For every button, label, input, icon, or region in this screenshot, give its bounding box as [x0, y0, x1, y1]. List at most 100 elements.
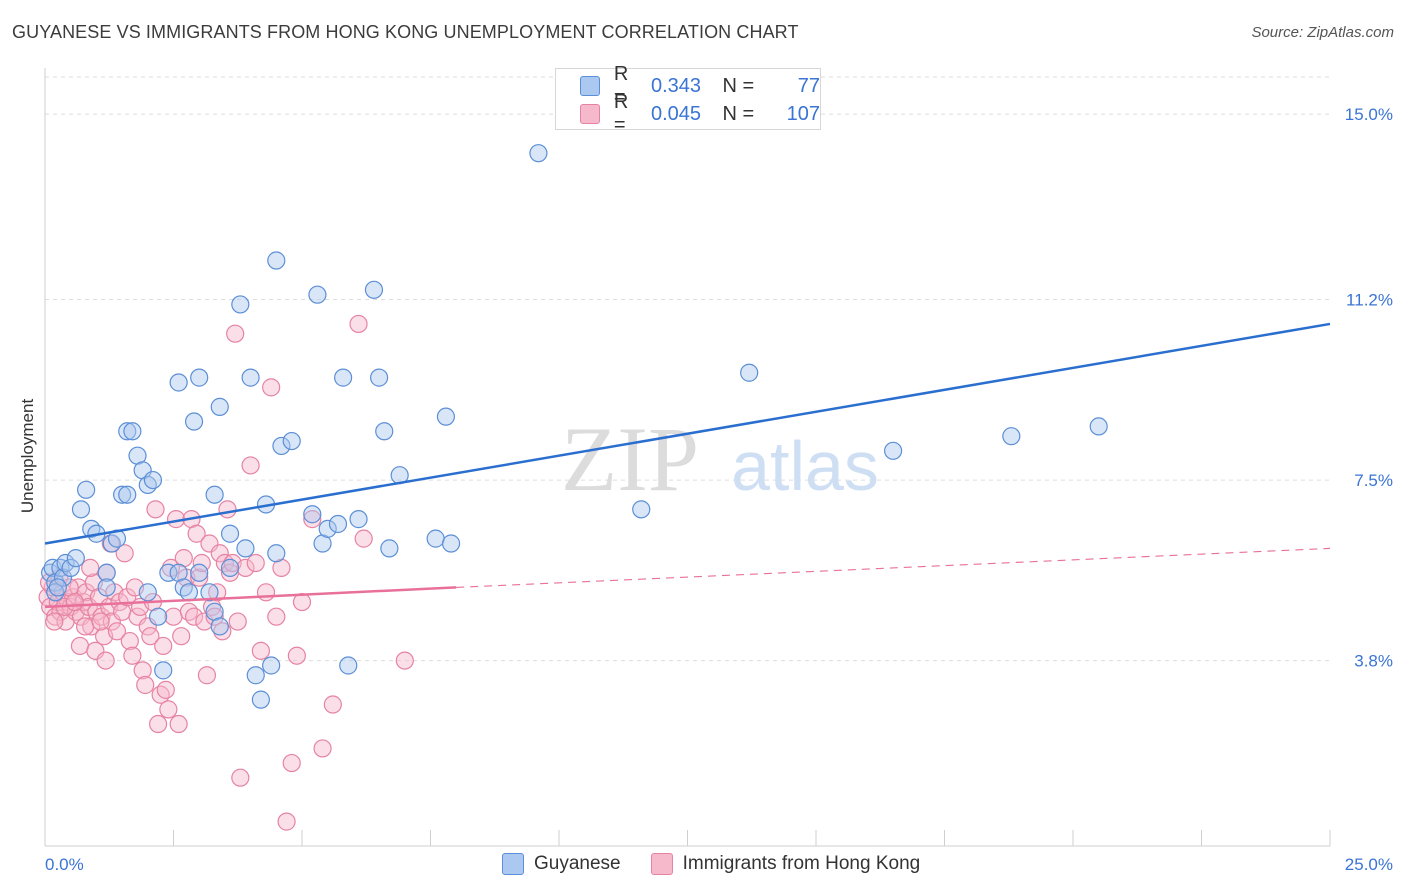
y-tick-label: 11.2% — [1346, 291, 1393, 310]
hk-point — [136, 675, 155, 695]
hk-point — [313, 739, 332, 758]
axis-layer — [44, 68, 1331, 847]
hk-point — [123, 646, 142, 665]
hk-point — [91, 612, 110, 631]
guyanese-point — [148, 607, 168, 626]
hk-point — [349, 314, 368, 334]
guyanese-point — [267, 544, 286, 563]
watermark-zip: ZIP — [561, 408, 699, 510]
legend-r-label: R = — [613, 91, 629, 136]
hk-point — [96, 651, 115, 670]
hk-point — [228, 612, 247, 631]
hk-point — [208, 583, 227, 602]
hk-point — [156, 680, 175, 699]
guyanese-point — [246, 666, 265, 685]
hk-regression-line — [44, 586, 457, 609]
guyanese-point — [102, 534, 121, 553]
hk-point — [40, 573, 59, 592]
hk-point — [236, 558, 255, 577]
hk-point — [277, 812, 296, 831]
hk-point — [146, 500, 165, 519]
hk-point — [70, 636, 90, 656]
hk-point — [303, 510, 322, 529]
hk-point — [287, 646, 306, 665]
hk-point — [262, 378, 281, 397]
hk-point — [231, 768, 250, 787]
hk-point — [169, 714, 188, 734]
legend-r-value: 0.045 — [650, 102, 702, 125]
guyanese-point — [138, 583, 157, 602]
hk-point — [190, 568, 209, 587]
guyanese-point — [282, 431, 301, 451]
guyanese-point — [48, 578, 67, 597]
guyanese-point — [529, 144, 548, 163]
legend-n-value: 77 — [797, 74, 820, 97]
hk-point — [241, 456, 260, 475]
hk-point — [215, 553, 234, 573]
hk-point — [218, 500, 237, 519]
hk-point — [141, 627, 160, 646]
hk-point — [213, 622, 232, 641]
legend-r-value: 0.343 — [650, 74, 702, 97]
guyanese-point — [138, 475, 157, 495]
hk-point — [205, 607, 224, 626]
guyanese-point — [143, 470, 163, 490]
guyanese-point — [236, 539, 255, 558]
hk-point — [172, 627, 191, 646]
guyanese-point — [267, 251, 286, 270]
guyanese-point — [61, 558, 80, 577]
guyanese-point — [190, 563, 209, 582]
guyanese-point — [82, 519, 101, 538]
hk-point — [187, 524, 206, 543]
guyanese-point — [632, 500, 651, 519]
guyanese-point — [159, 563, 178, 582]
guyanese-regression-line — [44, 322, 1331, 545]
series-hk-points — [38, 314, 414, 831]
guyanese-point — [97, 563, 116, 582]
y-tick-label: 3.8% — [1354, 652, 1393, 671]
watermark-atlas: atlas — [731, 427, 879, 505]
guyanese-point — [118, 422, 137, 441]
legend-swatch-guyanese — [502, 853, 524, 875]
guyanese-point — [123, 422, 142, 441]
guyanese-point — [380, 539, 399, 558]
guyanese-point — [303, 505, 322, 524]
guyanese-point — [334, 368, 353, 387]
guyanese-point — [349, 510, 368, 529]
guyanese-point — [184, 412, 204, 431]
hk-point — [226, 324, 245, 343]
guyanese-point — [370, 368, 389, 387]
guyanese-point — [66, 549, 85, 568]
legend-n-label: N = — [722, 102, 755, 125]
guyanese-point — [740, 363, 759, 382]
hk-point — [251, 641, 270, 660]
x-tick-label-min: 0.0% — [45, 855, 84, 874]
hk-point — [184, 607, 204, 626]
hk-point — [267, 607, 286, 626]
hk-point — [256, 583, 276, 602]
hk-point — [118, 588, 137, 607]
hk-point — [115, 544, 134, 563]
legend-n-value: 107 — [786, 102, 820, 125]
guyanese-point — [308, 285, 327, 304]
guyanese-point — [262, 656, 281, 675]
series-legend: Guyanese Immigrants from Hong Kong — [502, 852, 950, 876]
guyanese-point — [426, 529, 445, 548]
guyanese-point — [318, 519, 337, 538]
guyanese-point — [77, 480, 96, 499]
legend-swatch-guyanese — [580, 76, 600, 96]
guyanese-point — [46, 583, 65, 602]
x-tick-label-max: 25.0% — [1345, 855, 1393, 874]
hk-point — [197, 666, 217, 685]
guyanese-point — [436, 407, 456, 426]
regression-lines — [44, 322, 1331, 609]
legend-item-guyanese: Guyanese — [502, 853, 621, 875]
guyanese-point — [169, 373, 188, 392]
hk-point — [246, 553, 265, 573]
guyanese-point — [179, 583, 199, 602]
guyanese-point — [154, 661, 173, 680]
hk-point — [159, 700, 178, 719]
legend-swatch-hk — [650, 853, 673, 875]
guyanese-point — [210, 617, 229, 636]
